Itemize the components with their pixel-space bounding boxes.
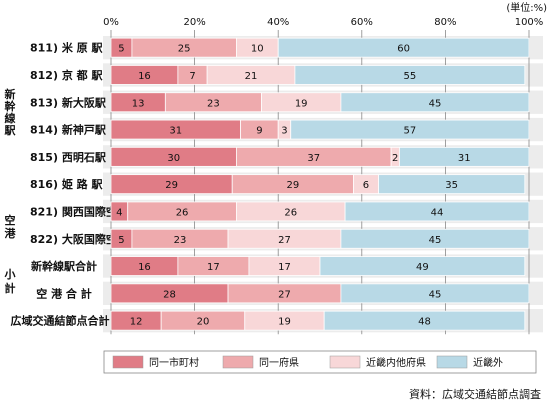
bar-segment	[340, 92, 530, 113]
data-label: 26	[176, 207, 189, 218]
category-label: 空 港 合 計	[36, 286, 92, 300]
bar-segment	[378, 174, 526, 195]
x-tick-label: 100%	[515, 17, 544, 28]
data-label: 45	[429, 98, 442, 109]
legend-swatch	[222, 355, 254, 369]
group-label: 線	[5, 111, 16, 125]
category-label: 816) 姫 路 駅	[30, 177, 102, 191]
bar-segment	[344, 201, 530, 222]
data-label: 26	[284, 207, 297, 218]
data-label: 12	[130, 317, 143, 328]
group-label: 港	[5, 226, 17, 240]
data-label: 13	[132, 98, 145, 109]
category-label: 815) 西明石駅	[30, 151, 106, 164]
bar-segment	[323, 310, 526, 331]
data-label: 29	[165, 180, 178, 191]
data-label: 17	[278, 262, 291, 273]
data-label: 27	[278, 289, 291, 300]
x-tick-label: 40%	[267, 17, 289, 28]
legend-swatch	[329, 355, 361, 369]
data-label: 45	[429, 235, 442, 246]
group-label: 空	[5, 213, 16, 227]
data-label: 19	[295, 98, 308, 109]
category-label: 812) 京 都 駅	[30, 68, 102, 82]
data-label: 37	[307, 153, 320, 164]
x-tick-label: 80%	[434, 17, 456, 28]
data-label: 3	[281, 126, 287, 137]
category-label: 822) 大阪国際空港	[30, 232, 129, 246]
data-label: 10	[251, 44, 264, 55]
category-label: 821) 関西国際空港	[30, 204, 129, 218]
legend-swatch	[436, 355, 468, 369]
data-label: 20	[197, 317, 210, 328]
group-label: 小	[4, 267, 16, 281]
data-label: 25	[178, 44, 191, 55]
bar-segment	[340, 228, 530, 249]
data-label: 4	[116, 207, 122, 218]
legend-label: 同一府県	[259, 356, 299, 369]
data-label: 6	[363, 180, 369, 191]
data-label: 23	[174, 235, 187, 246]
category-label: 811) 米 原 駅	[30, 41, 102, 55]
x-tick-label: 0%	[103, 17, 119, 28]
bar-segment	[319, 256, 526, 276]
data-label: 5	[118, 235, 124, 246]
data-label: 5	[118, 44, 124, 55]
data-label: 2	[392, 153, 398, 164]
data-label: 9	[256, 126, 262, 137]
bar-segment	[294, 65, 526, 85]
data-label: 29	[286, 180, 299, 191]
bar-segment	[290, 119, 530, 140]
legend-swatch	[112, 355, 144, 369]
category-label: 813) 新大阪駅	[30, 95, 106, 109]
data-label: 44	[431, 207, 444, 218]
data-label: 57	[404, 126, 417, 137]
category-label: 814) 新神戸駅	[30, 123, 106, 137]
group-label: 新	[5, 87, 16, 101]
source-note: 資料：広域交通結節点調査	[409, 387, 541, 401]
data-label: 21	[245, 71, 258, 82]
bar-segment	[340, 283, 530, 304]
data-label: 31	[169, 126, 182, 137]
legend-box	[103, 350, 537, 374]
legend-label: 近畿外	[473, 356, 503, 369]
data-label: 48	[418, 317, 431, 328]
data-label: 35	[445, 180, 458, 191]
data-label: 31	[458, 153, 471, 164]
data-label: 7	[189, 71, 195, 82]
data-label: 16	[138, 262, 151, 273]
category-label: 新幹線駅合計	[31, 259, 97, 273]
bar-segment	[399, 146, 530, 167]
x-tick-label: 60%	[351, 17, 373, 28]
data-label: 45	[429, 289, 442, 300]
bar-segment	[277, 37, 530, 58]
data-label: 27	[278, 235, 291, 246]
group-label: 駅	[4, 124, 16, 137]
data-label: 23	[207, 98, 220, 109]
group-label: 幹	[5, 99, 16, 113]
unit-label: (単位:%)	[506, 1, 547, 14]
data-label: 60	[397, 44, 410, 55]
data-label: 28	[163, 289, 176, 300]
data-label: 19	[278, 317, 291, 328]
legend-label: 同一市町村	[149, 356, 199, 369]
data-label: 17	[207, 262, 220, 273]
x-tick-label: 20%	[183, 17, 205, 28]
data-label: 30	[167, 153, 180, 164]
data-label: 49	[416, 262, 429, 273]
group-label: 計	[5, 281, 16, 295]
legend-label: 近畿内他府県	[366, 356, 426, 369]
data-label: 55	[404, 71, 417, 82]
data-label: 16	[138, 71, 151, 82]
category-label: 広域交通結節点合計	[11, 314, 110, 328]
